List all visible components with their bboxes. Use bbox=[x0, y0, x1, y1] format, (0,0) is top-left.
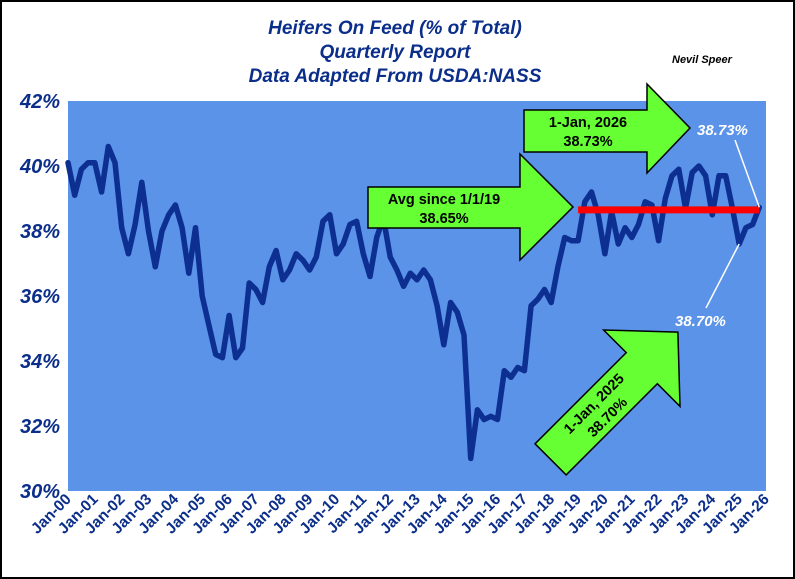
jan2025-value-label: 38.70% bbox=[675, 313, 726, 330]
y-tick-label: 36% bbox=[20, 286, 60, 308]
plot-area bbox=[68, 101, 766, 491]
y-tick-label: 30% bbox=[20, 481, 60, 503]
y-tick-label: 40% bbox=[19, 156, 60, 178]
author-label: Nevil Speer bbox=[672, 54, 733, 66]
jan2026-arrow-label-2: 38.73% bbox=[563, 134, 612, 150]
jan2026-arrow-label-1: 1-Jan, 2026 bbox=[549, 115, 627, 131]
y-tick-label: 32% bbox=[20, 416, 60, 438]
avg-arrow-label-1: Avg since 1/1/19 bbox=[388, 192, 500, 208]
jan2025-arrow-shape bbox=[533, 329, 681, 477]
y-tick-label: 42% bbox=[19, 91, 60, 113]
y-axis-ticks: 30% 32% 34% 36% 38% 40% 42% bbox=[19, 91, 60, 503]
jan2026-arrow-shape bbox=[523, 82, 692, 175]
chart-subtitle-2: Data Adapted From USDA:NASS bbox=[249, 66, 542, 87]
pointer-line-2025 bbox=[705, 243, 740, 309]
avg-arrow-label-2: 38.65% bbox=[419, 211, 468, 227]
pointer-line-2026 bbox=[734, 139, 760, 208]
y-tick-label: 38% bbox=[20, 221, 60, 243]
x-axis-ticks: Jan-00Jan-01Jan-02Jan-03Jan-04Jan-05Jan-… bbox=[28, 491, 773, 538]
chart-title: Heifers On Feed (% of Total) bbox=[268, 18, 522, 39]
series-line bbox=[65, 143, 763, 462]
avg-arrow-callout: Avg since 1/1/19 38.65% bbox=[367, 152, 575, 262]
jan2026-value-label: 38.73% bbox=[697, 122, 748, 139]
jan2026-arrow-callout: 1-Jan, 2026 38.73% bbox=[523, 82, 692, 175]
chart-subtitle-1: Quarterly Report bbox=[320, 42, 472, 63]
avg-arrow-shape bbox=[367, 152, 575, 262]
y-tick-label: 34% bbox=[20, 351, 60, 373]
